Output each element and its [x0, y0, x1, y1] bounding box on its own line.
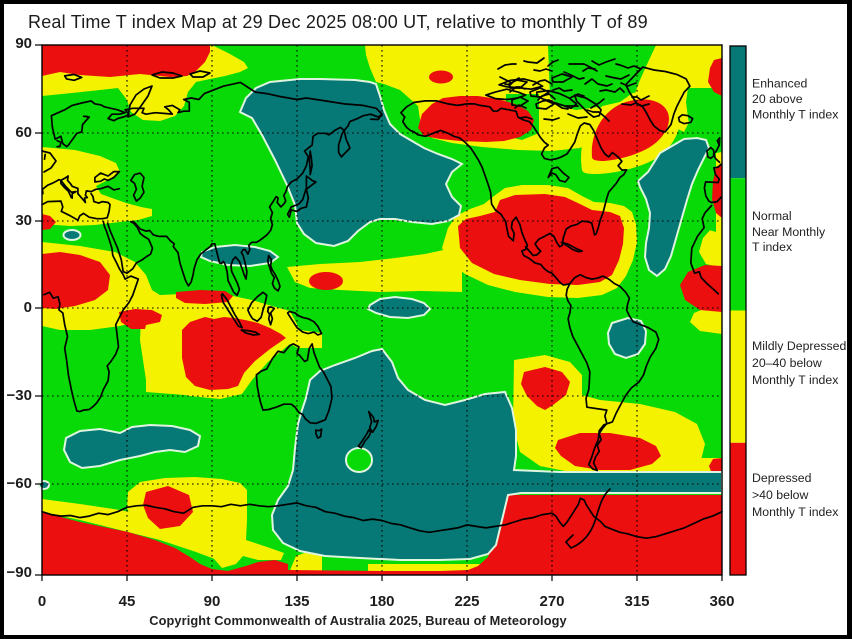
svg-text:315: 315	[624, 593, 649, 610]
svg-text:Enhanced: Enhanced	[752, 77, 808, 91]
svg-text:90: 90	[15, 35, 32, 52]
svg-text:Monthly T index: Monthly T index	[752, 505, 839, 519]
svg-text:20 above: 20 above	[752, 92, 803, 106]
svg-text:0: 0	[24, 299, 32, 316]
svg-text:T index: T index	[752, 240, 793, 254]
svg-text:Monthly T index: Monthly T index	[752, 373, 839, 387]
svg-text:0: 0	[38, 593, 46, 610]
svg-text:Monthly T index: Monthly T index	[752, 108, 839, 122]
svg-text:Real Time T index Map at 29 De: Real Time T index Map at 29 Dec 2025 08:…	[28, 12, 648, 32]
svg-text:225: 225	[454, 593, 479, 610]
svg-text:60: 60	[15, 124, 32, 141]
svg-text:360: 360	[709, 593, 734, 610]
svg-text:45: 45	[119, 593, 136, 610]
svg-text:30: 30	[15, 212, 32, 229]
svg-text:Near Monthly: Near Monthly	[752, 225, 826, 239]
svg-text:Normal: Normal	[752, 209, 792, 223]
svg-text:−60: −60	[7, 475, 32, 492]
svg-text:>40 below: >40 below	[752, 488, 809, 502]
svg-text:180: 180	[369, 593, 394, 610]
svg-text:Mildly Depressed: Mildly Depressed	[752, 339, 846, 353]
svg-text:Copyright Commonwealth of Aust: Copyright Commonwealth of Australia 2025…	[149, 613, 567, 628]
svg-text:135: 135	[284, 593, 309, 610]
svg-text:90: 90	[204, 593, 221, 610]
svg-text:−90: −90	[7, 564, 32, 581]
svg-text:20–40 below: 20–40 below	[752, 356, 822, 370]
svg-text:270: 270	[539, 593, 564, 610]
svg-text:Depressed: Depressed	[752, 471, 812, 485]
svg-text:−30: −30	[7, 387, 32, 404]
